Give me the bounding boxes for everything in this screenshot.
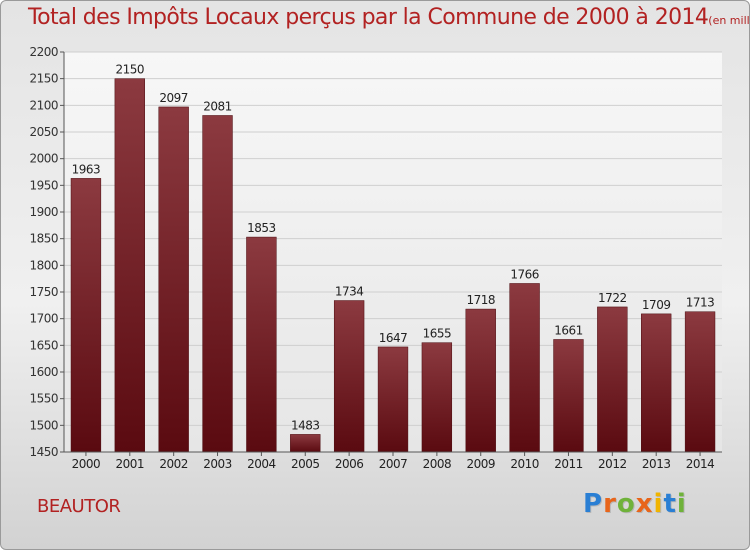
bar xyxy=(597,306,628,453)
y-tick-label: 1950 xyxy=(29,178,58,192)
bar-value-label: 1655 xyxy=(423,327,452,341)
bar xyxy=(553,339,584,453)
y-tick-label: 2100 xyxy=(29,98,58,112)
bar-value-label: 1718 xyxy=(466,293,495,307)
x-tick-label: 2002 xyxy=(159,457,188,471)
bar xyxy=(684,311,716,453)
bar-value-label: 2097 xyxy=(159,91,188,105)
bar xyxy=(246,236,277,453)
y-tick-label: 1650 xyxy=(29,338,58,352)
y-tick-label: 1800 xyxy=(29,258,58,272)
bar-value-label: 1766 xyxy=(510,267,539,281)
bar xyxy=(158,106,189,453)
y-tick-label: 1600 xyxy=(29,365,58,379)
x-tick-label: 2012 xyxy=(598,457,627,471)
bar xyxy=(333,300,365,453)
logo-letter: t xyxy=(663,489,677,519)
x-tick-label: 2007 xyxy=(379,457,408,471)
chart-title-main: Total des Impôts Locaux perçus par la Co… xyxy=(28,5,709,30)
y-tick-label: 1850 xyxy=(29,232,58,246)
y-tick-label: 1550 xyxy=(29,392,58,406)
y-tick-label: 2200 xyxy=(29,45,58,59)
bar-value-label: 1713 xyxy=(686,296,715,310)
bar xyxy=(290,434,321,453)
bar-value-label: 1483 xyxy=(291,418,320,432)
y-tick-label: 1700 xyxy=(29,312,58,326)
bar-value-label: 2081 xyxy=(203,99,232,113)
bar-value-label: 1709 xyxy=(642,298,671,312)
x-tick-label: 2008 xyxy=(423,457,452,471)
x-tick-label: 2004 xyxy=(247,457,276,471)
bar-value-label: 1661 xyxy=(554,323,583,337)
x-tick-label: 2001 xyxy=(116,457,145,471)
bar-value-label: 1734 xyxy=(335,285,364,299)
chart-title-unit: (en milliers d'€) xyxy=(708,14,750,27)
bar-value-label: 2150 xyxy=(116,63,145,77)
bar xyxy=(509,283,540,453)
y-tick-label: 1900 xyxy=(29,205,58,219)
bar xyxy=(114,78,145,453)
x-tick-label: 2003 xyxy=(203,457,232,471)
y-tick-label: 1500 xyxy=(29,418,58,432)
x-tick-label: 2011 xyxy=(554,457,583,471)
x-tick-label: 2000 xyxy=(72,457,101,471)
x-tick-label: 2006 xyxy=(335,457,364,471)
bar-value-label: 1963 xyxy=(72,162,101,176)
chart-title: Total des Impôts Locaux perçus par la Co… xyxy=(28,5,750,30)
bar xyxy=(202,115,233,453)
bar xyxy=(421,342,453,453)
x-tick-label: 2009 xyxy=(466,457,495,471)
x-tick-label: 2014 xyxy=(686,457,715,471)
bar-value-label: 1647 xyxy=(379,331,408,345)
logo-letter: o xyxy=(616,489,636,519)
x-tick-label: 2005 xyxy=(291,457,320,471)
y-tick-label: 1750 xyxy=(29,285,58,299)
bar xyxy=(641,313,672,453)
commune-name: BEAUTOR xyxy=(37,496,121,517)
y-tick-label: 2150 xyxy=(29,72,58,86)
bar xyxy=(465,308,496,453)
x-tick-label: 2013 xyxy=(642,457,671,471)
y-tick-label: 2050 xyxy=(29,125,58,139)
bar xyxy=(70,178,102,453)
bar-value-label: 1722 xyxy=(598,291,627,305)
x-tick-label: 2010 xyxy=(510,457,539,471)
logo-letter: i xyxy=(676,489,687,519)
logo-letter: x xyxy=(635,489,654,519)
y-tick-label: 1450 xyxy=(29,445,58,459)
logo-letter: P xyxy=(583,489,604,519)
bar xyxy=(377,346,409,453)
y-tick-label: 2000 xyxy=(29,152,58,166)
logo-letter: i xyxy=(653,489,664,519)
logo-letter: r xyxy=(603,489,617,519)
proxiti-logo: Proxiti xyxy=(583,489,687,519)
bar-value-label: 1853 xyxy=(247,221,276,235)
